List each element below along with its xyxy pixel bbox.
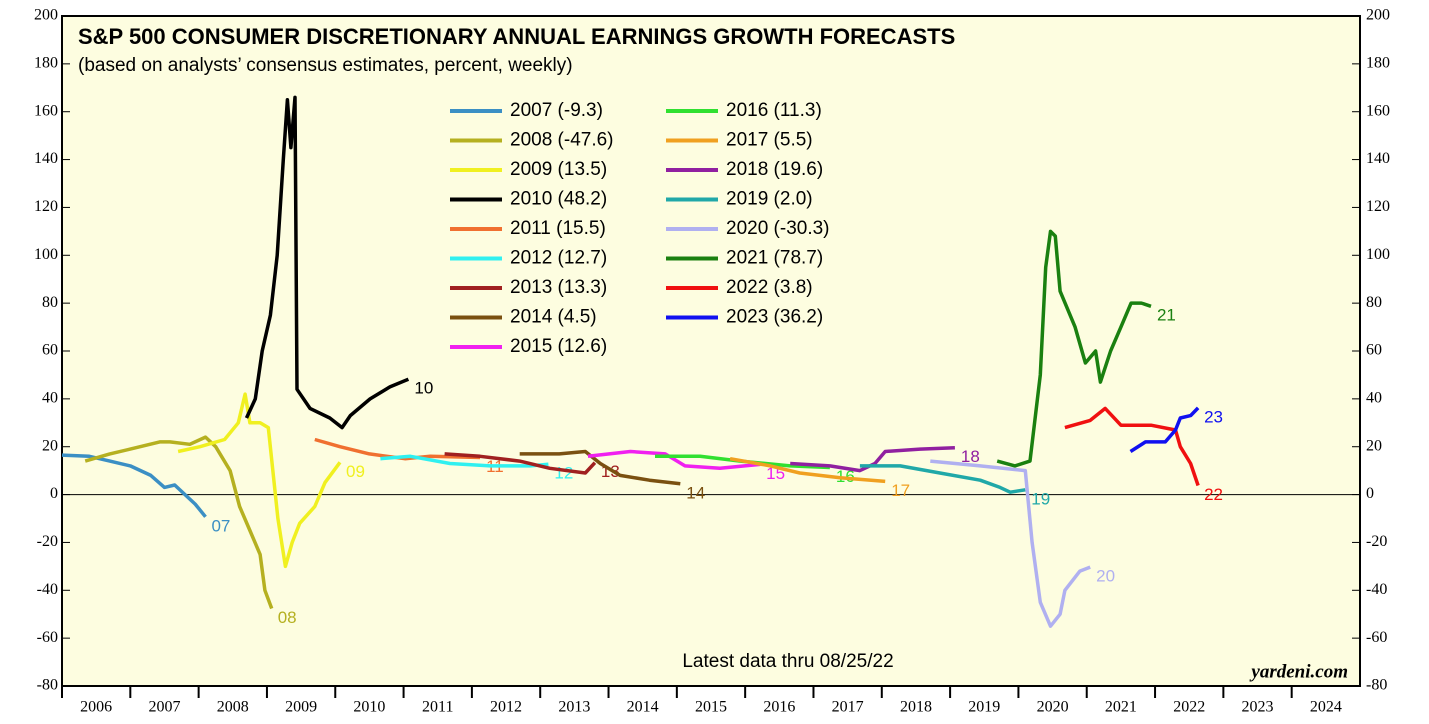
- x-tick-label: 2022: [1173, 699, 1205, 716]
- x-tick-label: 2007: [148, 699, 180, 716]
- legend-label: 2020 (-30.3): [726, 218, 830, 239]
- legend-label: 2008 (-47.6): [510, 130, 614, 151]
- x-tick-label: 2008: [217, 699, 249, 716]
- y2-tick-label: 140: [1366, 150, 1390, 167]
- legend-label: 2017 (5.5): [726, 130, 813, 151]
- legend-label: 2016 (11.3): [726, 100, 822, 121]
- x-tick-label: 2016: [763, 699, 795, 716]
- end-label: 19: [1031, 489, 1050, 508]
- legend-label: 2023 (36.2): [726, 307, 823, 328]
- x-tick-label: 2015: [695, 699, 727, 716]
- x-tick-label: 2017: [832, 699, 864, 716]
- y-tick-label: 0: [50, 485, 58, 502]
- y-tick-label: 200: [34, 7, 58, 24]
- y2-tick-label: -60: [1366, 629, 1387, 646]
- legend-label: 2019 (2.0): [726, 189, 813, 210]
- x-tick-label: 2018: [900, 699, 932, 716]
- series-line: [587, 449, 761, 471]
- annotation: Latest data thru 08/25/22: [682, 651, 893, 672]
- y-tick-label: -20: [37, 533, 58, 550]
- series-line: [1129, 406, 1200, 453]
- x-tick-label: 2006: [80, 699, 112, 716]
- x-tick-label: 2009: [285, 699, 317, 716]
- y2-tick-label: -20: [1366, 533, 1387, 550]
- end-label: 07: [211, 516, 230, 535]
- y2-tick-label: 40: [1366, 390, 1382, 407]
- end-label: 23: [1204, 407, 1223, 426]
- y-tick-label: 100: [34, 246, 58, 263]
- x-tick-label: 2019: [968, 699, 1000, 716]
- series-line: [930, 459, 1091, 628]
- legend-label: 2015 (12.6): [510, 336, 607, 357]
- series-line: [244, 95, 410, 430]
- y2-tick-label: 120: [1366, 198, 1390, 215]
- legend-label: 2021 (78.7): [726, 248, 823, 269]
- end-label: 22: [1204, 485, 1223, 504]
- y-tick-label: 120: [34, 198, 58, 215]
- x-tick-label: 2012: [490, 699, 522, 716]
- series-line: [314, 437, 481, 461]
- y-tick-label: 40: [42, 390, 58, 407]
- legend-label: 2011 (15.5): [510, 218, 606, 239]
- legend-label: 2018 (19.6): [726, 159, 823, 180]
- legend-label: 2013 (13.3): [510, 277, 607, 298]
- series-line: [177, 392, 342, 569]
- end-label: 17: [891, 481, 910, 500]
- y2-tick-label: 100: [1366, 246, 1390, 263]
- y-tick-label: 180: [34, 55, 58, 72]
- legend-label: 2007 (-9.3): [510, 100, 603, 121]
- x-tick-label: 2021: [1105, 699, 1137, 716]
- legend-label: 2022 (3.8): [726, 277, 813, 298]
- y2-tick-label: 20: [1366, 437, 1382, 454]
- end-label: 18: [961, 447, 980, 466]
- y-tick-label: 140: [34, 150, 58, 167]
- y-tick-label: 60: [42, 342, 58, 359]
- y-tick-label: 80: [42, 294, 58, 311]
- series-line: [996, 229, 1152, 468]
- y-tick-label: -60: [37, 629, 58, 646]
- y2-tick-label: 60: [1366, 342, 1382, 359]
- end-label: 10: [414, 379, 433, 398]
- x-tick-label: 2010: [353, 699, 385, 716]
- x-tick-label: 2020: [1037, 699, 1069, 716]
- y2-tick-label: -80: [1366, 677, 1387, 694]
- y2-tick-label: 160: [1366, 102, 1390, 119]
- y2-tick-label: 200: [1366, 7, 1390, 24]
- y-tick-label: -80: [37, 677, 58, 694]
- y2-tick-label: 0: [1366, 485, 1374, 502]
- chart-title: S&P 500 CONSUMER DISCRETIONARY ANNUAL EA…: [78, 24, 955, 49]
- series-line: [1064, 406, 1200, 487]
- y-tick-label: -40: [37, 581, 58, 598]
- end-label: 09: [346, 462, 365, 481]
- y2-tick-label: 180: [1366, 55, 1390, 72]
- x-tick-label: 2011: [422, 699, 453, 716]
- series-line: [859, 464, 1026, 494]
- x-tick-label: 2014: [627, 699, 659, 716]
- series-line: [790, 445, 955, 473]
- legend-label: 2014 (4.5): [510, 307, 597, 328]
- source: yardeni.com: [1249, 661, 1348, 682]
- series-line: [729, 456, 886, 484]
- y2-tick-label: -40: [1366, 581, 1387, 598]
- x-tick-label: 2013: [558, 699, 590, 716]
- end-label: 12: [554, 464, 573, 483]
- end-label: 08: [278, 608, 297, 627]
- y-tick-label: 160: [34, 102, 58, 119]
- y-tick-label: 20: [42, 437, 58, 454]
- chart-subtitle: (based on analysts’ consensus estimates,…: [78, 55, 573, 76]
- end-label: 21: [1157, 306, 1176, 325]
- end-label: 20: [1096, 567, 1115, 586]
- legend-label: 2010 (48.2): [510, 189, 607, 210]
- x-tick-label: 2024: [1310, 699, 1342, 716]
- series-line: [444, 452, 597, 475]
- end-label: 14: [686, 483, 705, 502]
- plot-area: [61, 15, 1361, 687]
- y2-tick-label: 80: [1366, 294, 1382, 311]
- series-line: [519, 449, 681, 486]
- legend-label: 2009 (13.5): [510, 159, 607, 180]
- x-tick-label: 2023: [1242, 699, 1274, 716]
- legend-label: 2012 (12.7): [510, 248, 607, 269]
